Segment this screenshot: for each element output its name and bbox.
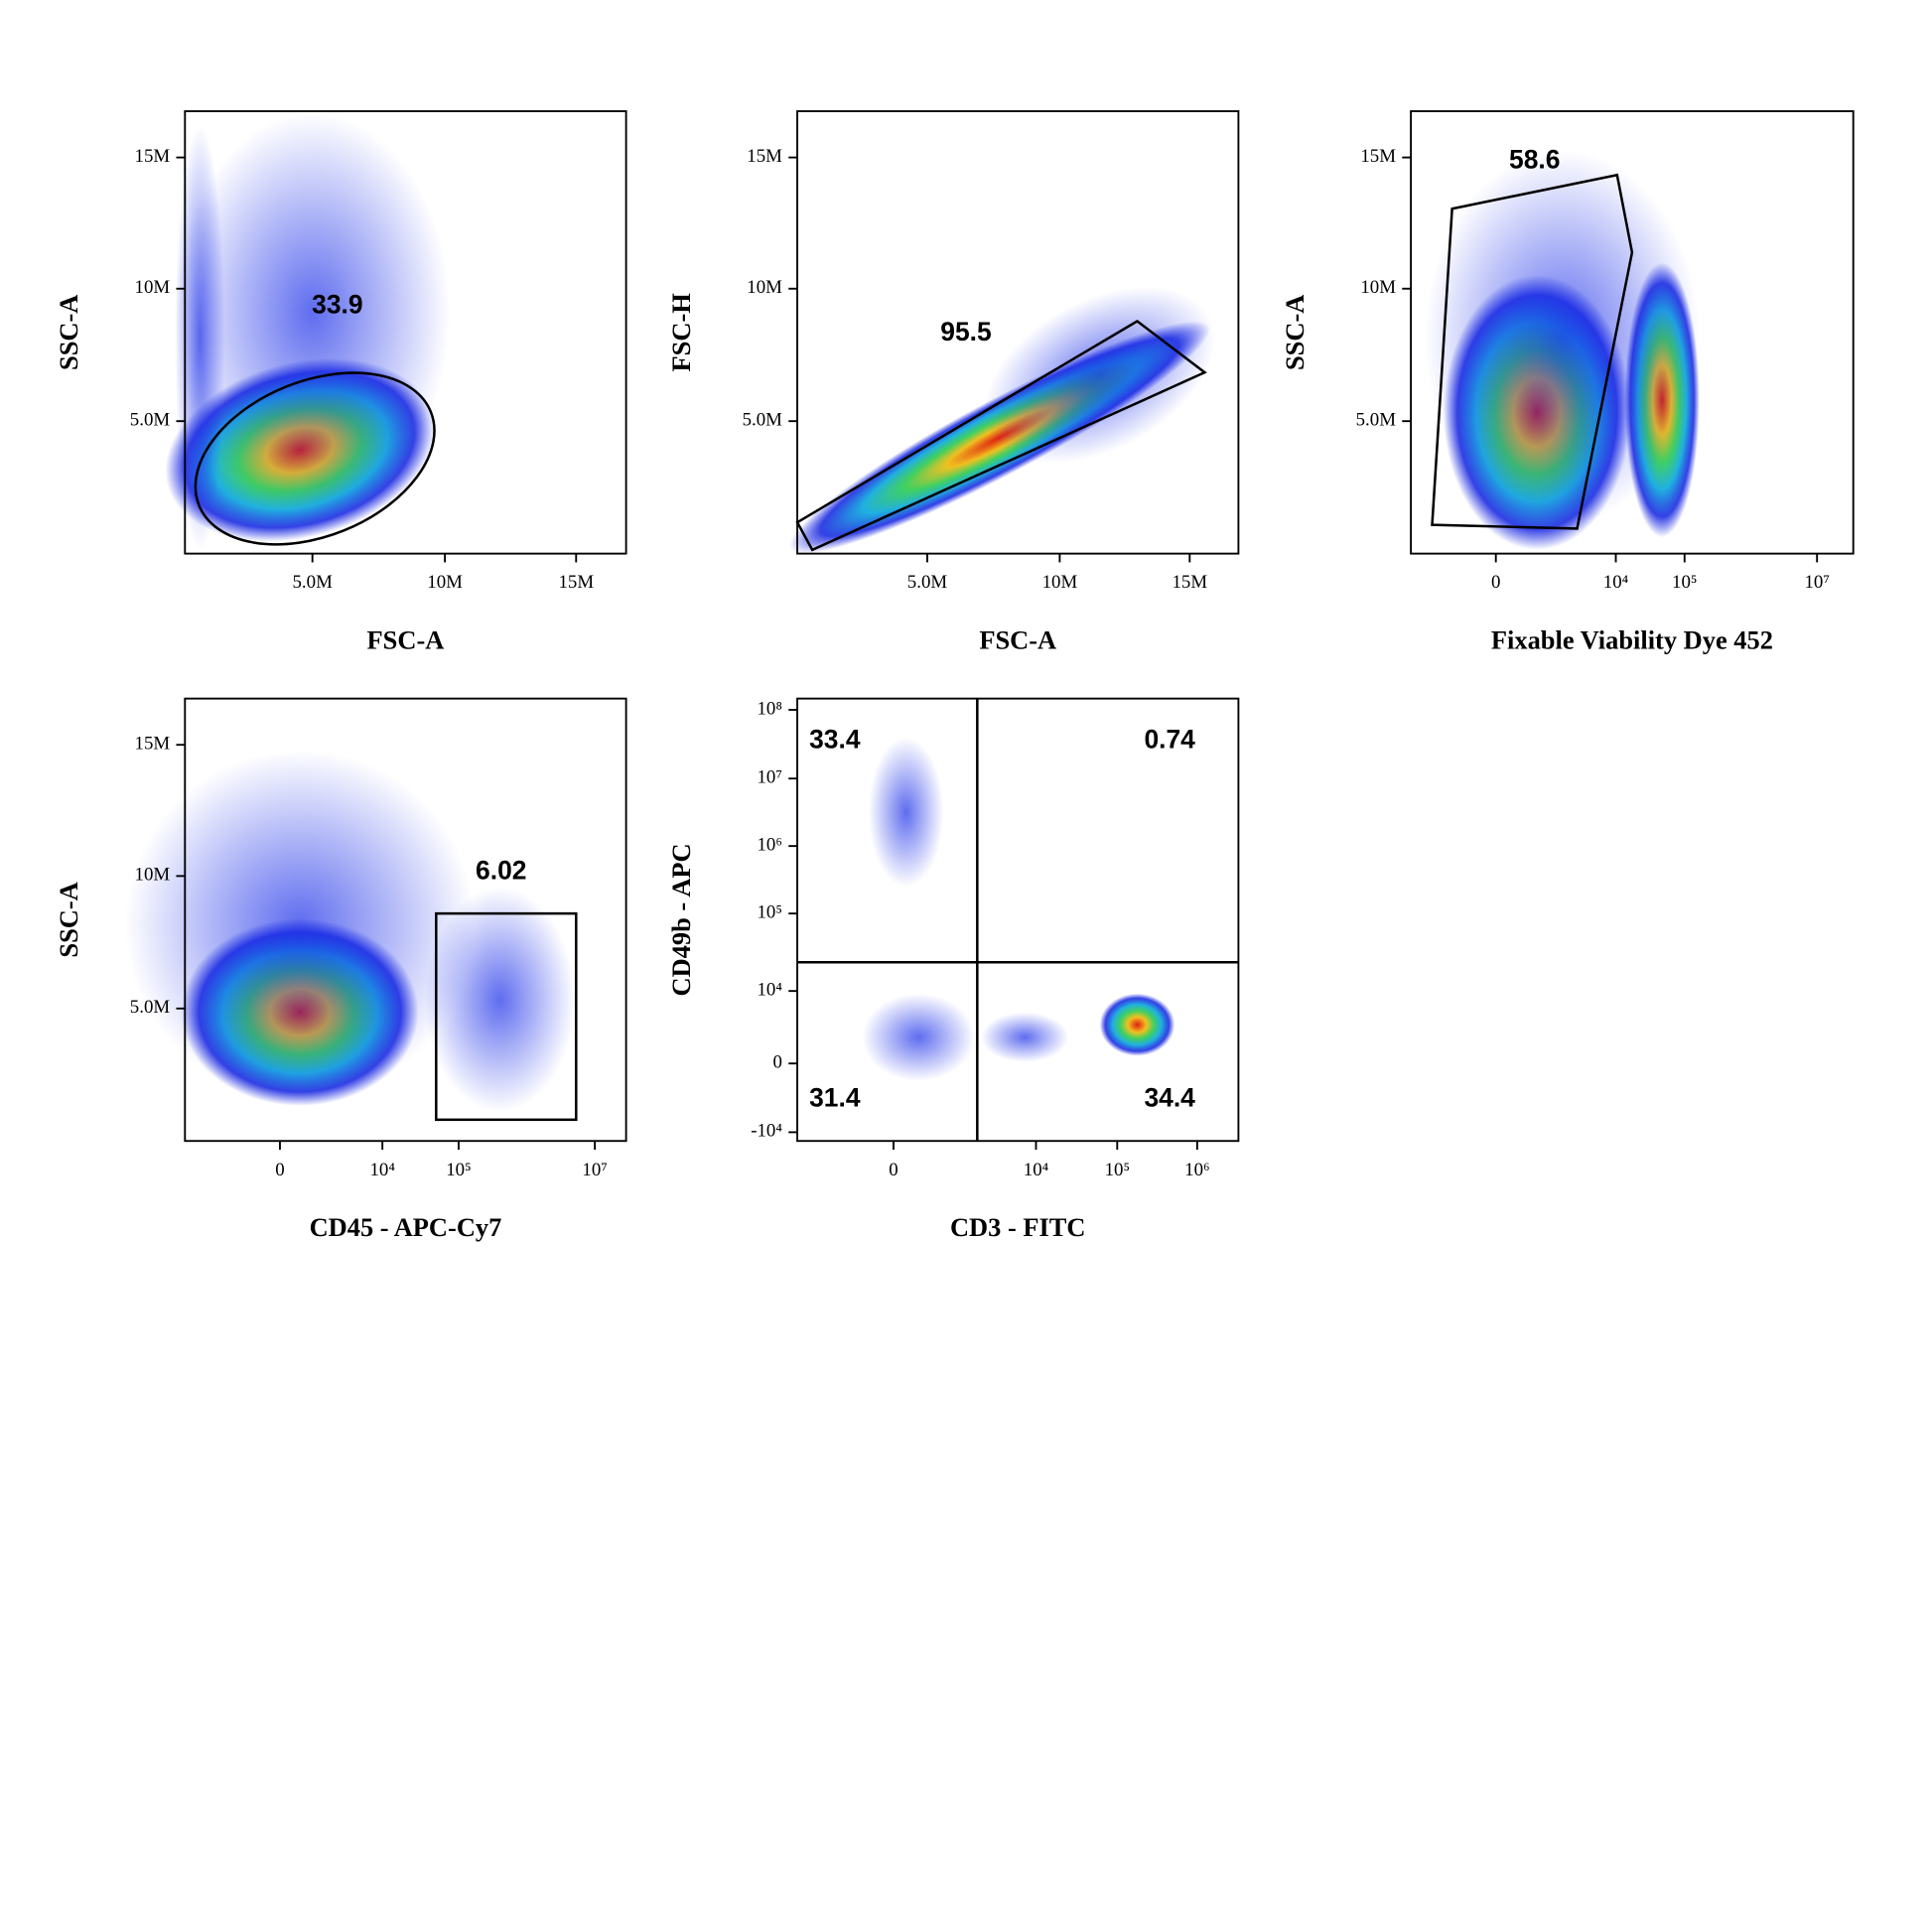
y-tick-label: 5.0M [1356, 410, 1397, 431]
density-region [868, 737, 944, 888]
x-tick-label: 5.0M [907, 572, 948, 593]
y-tick-label: 10M [1360, 277, 1396, 298]
x-tick-label: 10⁷ [582, 1160, 607, 1180]
y-axis-label: CD49b - APC [666, 843, 696, 996]
y-tick-label: 10⁷ [757, 767, 781, 788]
y-tick-label: 10⁶ [757, 834, 781, 855]
gate-percentage: 95.5 [940, 317, 991, 346]
plot-panel: 0 10⁴ 10⁵ 10⁶ 10⁸ 10⁷ 10⁶ 10⁵ 10⁴ 0 -10⁴ CD3 - FITC… [666, 697, 1240, 1242]
x-tick-label: 10⁵ [1672, 572, 1697, 593]
gate-percentage: 6.02 [476, 856, 526, 886]
density-region [175, 112, 451, 513]
density-region [862, 993, 975, 1081]
y-tick-label: -10⁴ [751, 1121, 782, 1142]
y-axis-label: SSC-A [1280, 295, 1310, 370]
y-tick-label: 0 [773, 1052, 782, 1073]
gate-percentage: 33.9 [312, 289, 362, 319]
y-tick-label: 15M [747, 146, 782, 167]
plot-frame [796, 697, 1240, 1143]
gate-percentage: 31.4 [809, 1083, 861, 1113]
density-region [984, 286, 1216, 464]
plot-panel: 0 10⁴ 10⁵ 10⁷ 15M 10M 5.0M CD45 - APC-Cy7 SSC-A 6… [54, 697, 627, 1242]
y-tick-label: 10⁸ [757, 698, 781, 719]
y-tick-label: 10⁴ [757, 980, 782, 1001]
x-tick-label: 10⁴ [369, 1160, 395, 1180]
gate [435, 911, 578, 1122]
x-tick-label: 0 [275, 1160, 284, 1180]
y-tick-label: 10M [135, 277, 171, 298]
x-axis-label: FSC-A [367, 624, 445, 654]
x-tick-label: 15M [1172, 572, 1207, 593]
x-tick-label: 10M [427, 572, 463, 593]
x-tick-label: 10⁵ [1105, 1160, 1130, 1180]
y-tick-label: 15M [1360, 146, 1396, 167]
y-tick-label: 5.0M [743, 410, 783, 431]
x-tick-label: 0 [1491, 572, 1500, 593]
plot-frame [184, 697, 627, 1143]
y-axis-label: SSC-A [54, 295, 83, 370]
x-axis-label: CD3 - FITC [950, 1212, 1086, 1242]
y-axis-label: FSC-H [666, 293, 696, 372]
x-tick-label: 10⁶ [1184, 1160, 1209, 1180]
y-tick-label: 10⁵ [757, 901, 781, 922]
density-region [981, 1012, 1069, 1062]
x-tick-label: 0 [889, 1160, 897, 1180]
gate-percentage: 34.4 [1144, 1083, 1195, 1113]
y-tick-label: 15M [135, 146, 171, 167]
gate [1431, 173, 1634, 530]
y-axis-label: SSC-A [54, 882, 83, 957]
plot-panel: 5.0M 10M 15M 15M 10M 5.0M FSC-A SSC-A 33.9 [54, 110, 627, 654]
plot-frame [796, 110, 1240, 555]
x-axis-label: FSC-A [979, 624, 1056, 654]
x-tick-label: 10⁴ [1603, 572, 1629, 593]
plot-panel: 5.0M 10M 15M 15M 10M 5.0M FSC-A FSC-H 95.5 [666, 110, 1240, 654]
gate-percentage: 33.4 [809, 724, 861, 754]
gate [795, 319, 1207, 552]
y-tick-label: 15M [135, 734, 171, 755]
density-region [175, 124, 225, 550]
y-tick-label: 5.0M [130, 410, 171, 431]
x-tick-label: 10⁴ [1024, 1160, 1049, 1180]
plot-panel: 0 10⁴ 10⁵ 10⁷ 15M 10M 5.0M Fixable Viability Dy… [1280, 110, 1855, 654]
x-tick-label: 5.0M [292, 572, 333, 593]
density-region [1099, 993, 1175, 1056]
x-tick-label: 10⁷ [1804, 572, 1829, 593]
gate-percentage: 58.6 [1509, 144, 1560, 174]
x-tick-label: 10M [1042, 572, 1078, 593]
x-tick-label: 15M [558, 572, 594, 593]
x-tick-label: 10⁵ [446, 1160, 471, 1180]
density-region [124, 750, 476, 1100]
gate-percentage: 0.74 [1144, 724, 1195, 754]
x-axis-label: Fixable Viability Dye 452 [1491, 624, 1773, 654]
y-tick-label: 10M [135, 865, 171, 886]
plot-frame [184, 110, 627, 555]
gate [194, 371, 436, 546]
y-tick-label: 5.0M [130, 997, 171, 1018]
y-tick-label: 10M [747, 277, 782, 298]
x-axis-label: CD45 - APC-Cy7 [310, 1212, 502, 1242]
plot-frame [1410, 110, 1855, 555]
